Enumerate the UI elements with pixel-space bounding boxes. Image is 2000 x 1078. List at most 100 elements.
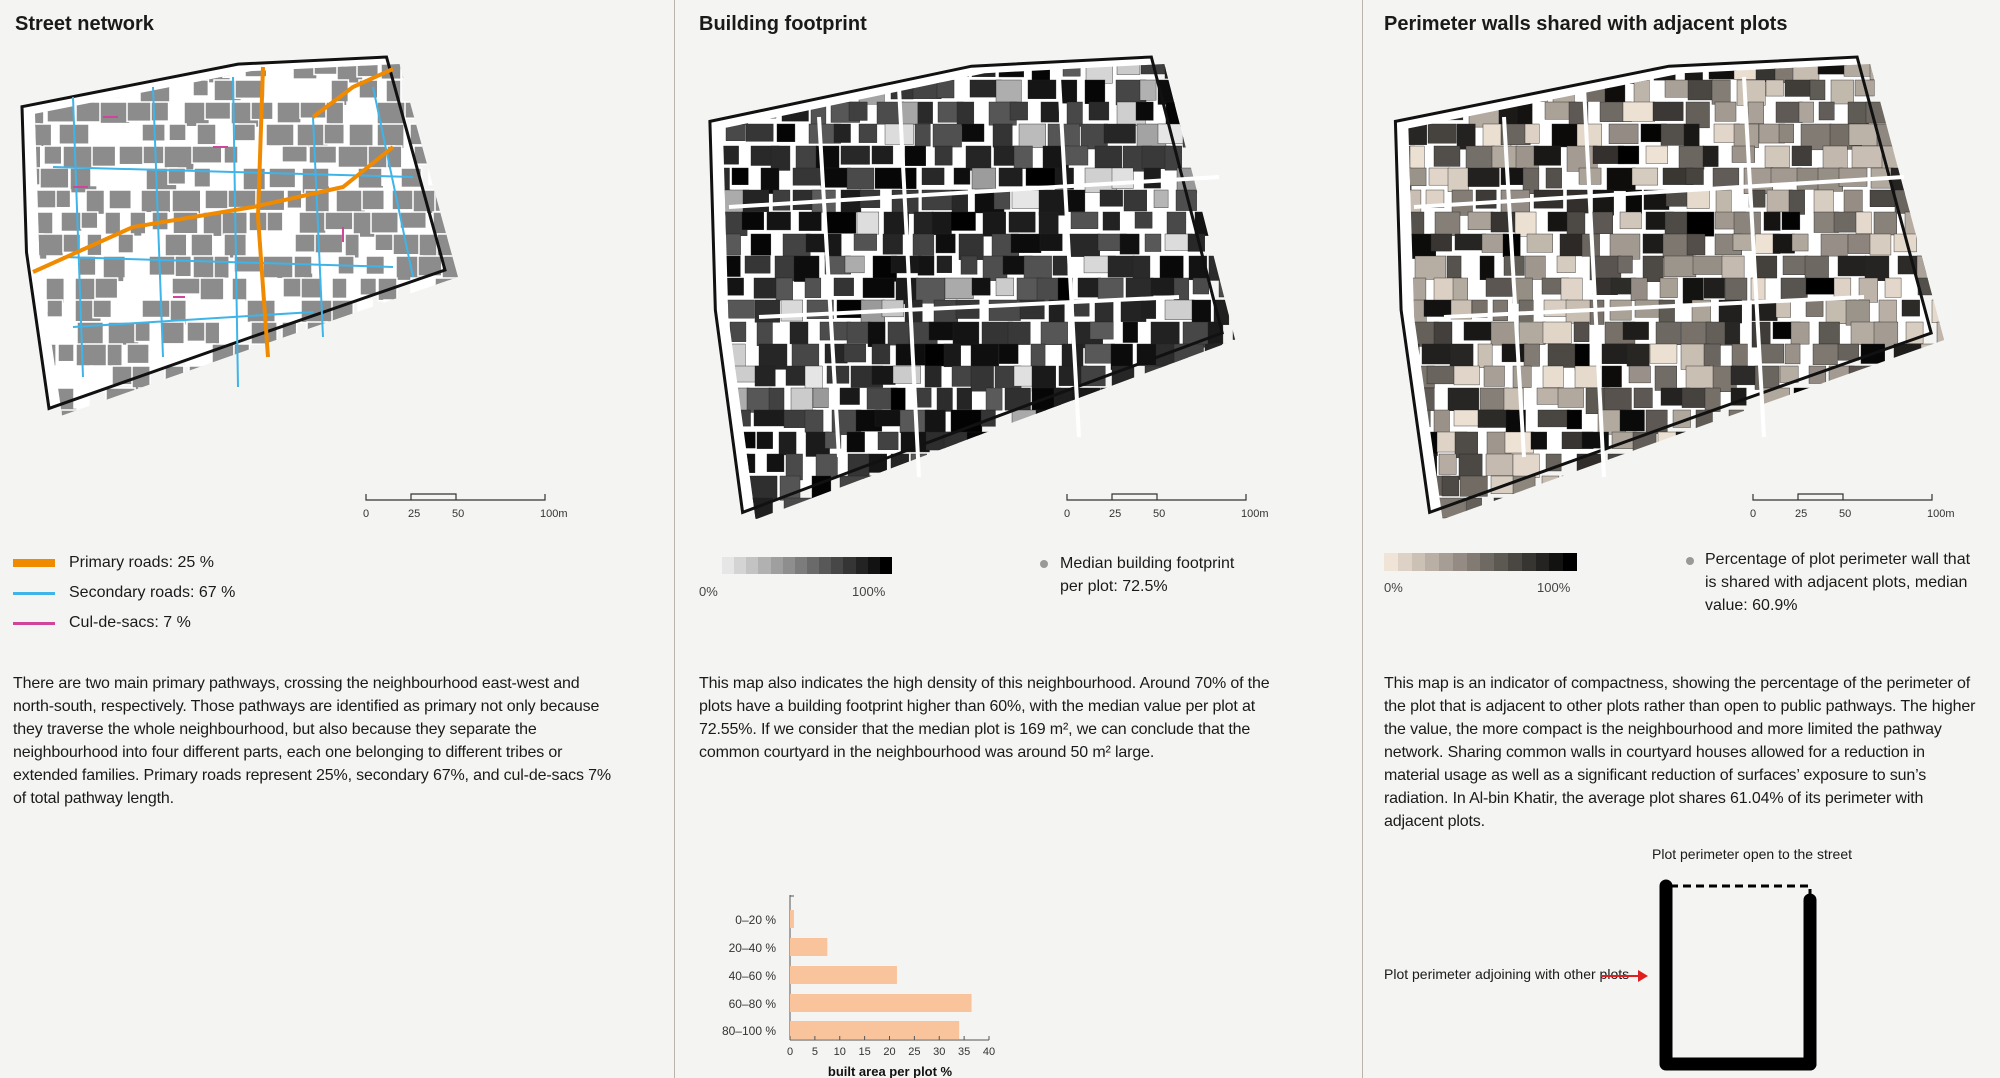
plot: [722, 409, 732, 436]
plot: [1097, 277, 1124, 301]
plot: [75, 343, 108, 369]
plot: [1903, 409, 1924, 431]
plot: [1458, 453, 1483, 480]
plot: [874, 409, 902, 427]
plot: [400, 321, 421, 345]
plot: [758, 343, 788, 370]
plot: [1182, 123, 1202, 148]
plot: [364, 387, 385, 411]
plot: [700, 322, 716, 343]
plot: [1645, 145, 1669, 164]
plot: [917, 255, 935, 276]
plot: [993, 189, 1011, 210]
plot: [956, 101, 975, 126]
plots: [700, 64, 1246, 520]
plot: [1192, 277, 1209, 295]
plot: [1747, 101, 1764, 124]
plot: [1954, 124, 1961, 144]
plot: [92, 299, 113, 319]
plot: [1922, 189, 1945, 211]
plot: [460, 168, 490, 184]
plot: [1622, 101, 1655, 122]
plot: [1120, 387, 1147, 407]
panel-title-perimeter-walls: Perimeter walls shared with adjacent plo…: [1384, 13, 1788, 35]
plot: [128, 409, 162, 416]
plot: [1047, 453, 1067, 477]
scale-label-50: 50: [1839, 508, 1852, 520]
plot: [1242, 256, 1246, 272]
gradient-step: [843, 557, 856, 574]
plot: [171, 277, 204, 295]
plot: [300, 277, 323, 299]
plot: [1683, 123, 1700, 149]
plot: [1008, 211, 1036, 233]
plot: [1164, 299, 1195, 320]
plot: [1573, 321, 1590, 342]
perimeter-median-note: Percentage of plot perimeter wall that i…: [1705, 551, 1971, 614]
street-network-map: [20, 55, 490, 416]
plot: [1927, 79, 1945, 101]
plot: [167, 167, 187, 186]
x-tick-label: 0: [787, 1046, 793, 1058]
gradient-step: [722, 557, 735, 574]
scale-bar: [1752, 492, 1967, 525]
scale-label-100m: 100m: [540, 508, 568, 520]
plot: [1023, 255, 1052, 279]
plot: [1453, 365, 1480, 386]
scale-bar-graphic: [365, 493, 546, 501]
plot: [1760, 453, 1787, 479]
plot: [1685, 475, 1708, 496]
plot: [1711, 497, 1733, 520]
plot: [1017, 431, 1045, 455]
plot: [99, 101, 131, 125]
legend-culdesac-label: Cul-de-sacs: 7 %: [69, 614, 191, 631]
plot: [1452, 277, 1468, 302]
plot: [1784, 343, 1801, 365]
plot: [943, 497, 969, 517]
plot: [1561, 497, 1586, 519]
plot: [426, 299, 456, 323]
plot: [1682, 277, 1704, 304]
plot: [1467, 211, 1494, 231]
gradient-step: [782, 557, 795, 574]
plot: [35, 409, 55, 416]
plot: [1031, 365, 1056, 392]
x-tick-label: 10: [834, 1046, 846, 1058]
plot: [1089, 321, 1114, 340]
plot: [1833, 387, 1849, 414]
plot: [1622, 321, 1649, 340]
plot: [117, 233, 135, 254]
perimeter-walls-map: [1393, 55, 1961, 520]
plot: [1948, 278, 1961, 296]
plot: [804, 277, 822, 298]
plot: [1084, 167, 1117, 193]
plot: [142, 145, 165, 165]
plot: [722, 453, 726, 471]
plot: [1938, 343, 1945, 363]
plot: [213, 255, 230, 280]
scale-label-100m: 100m: [1927, 508, 1955, 520]
plot: [35, 123, 53, 148]
plot: [970, 343, 999, 367]
plot: [1422, 64, 1443, 75]
plot: [1952, 234, 1961, 252]
plot: [1467, 167, 1500, 187]
plot: [1430, 233, 1452, 252]
plot: [1408, 475, 1419, 493]
plot: [932, 123, 962, 148]
plot: [723, 299, 755, 319]
plot: [1790, 321, 1810, 345]
plot: [776, 123, 796, 142]
plot: [39, 167, 70, 189]
plot: [323, 123, 346, 145]
plot: [1217, 233, 1236, 255]
plot: [1215, 453, 1231, 471]
plot: [1524, 123, 1540, 144]
plot: [365, 255, 386, 276]
plot: [1084, 409, 1112, 432]
plot: [1465, 145, 1495, 169]
plot: [1102, 211, 1120, 231]
plot: [815, 453, 838, 478]
category-label: 0–20 %: [735, 913, 776, 927]
plot: [1728, 409, 1744, 431]
